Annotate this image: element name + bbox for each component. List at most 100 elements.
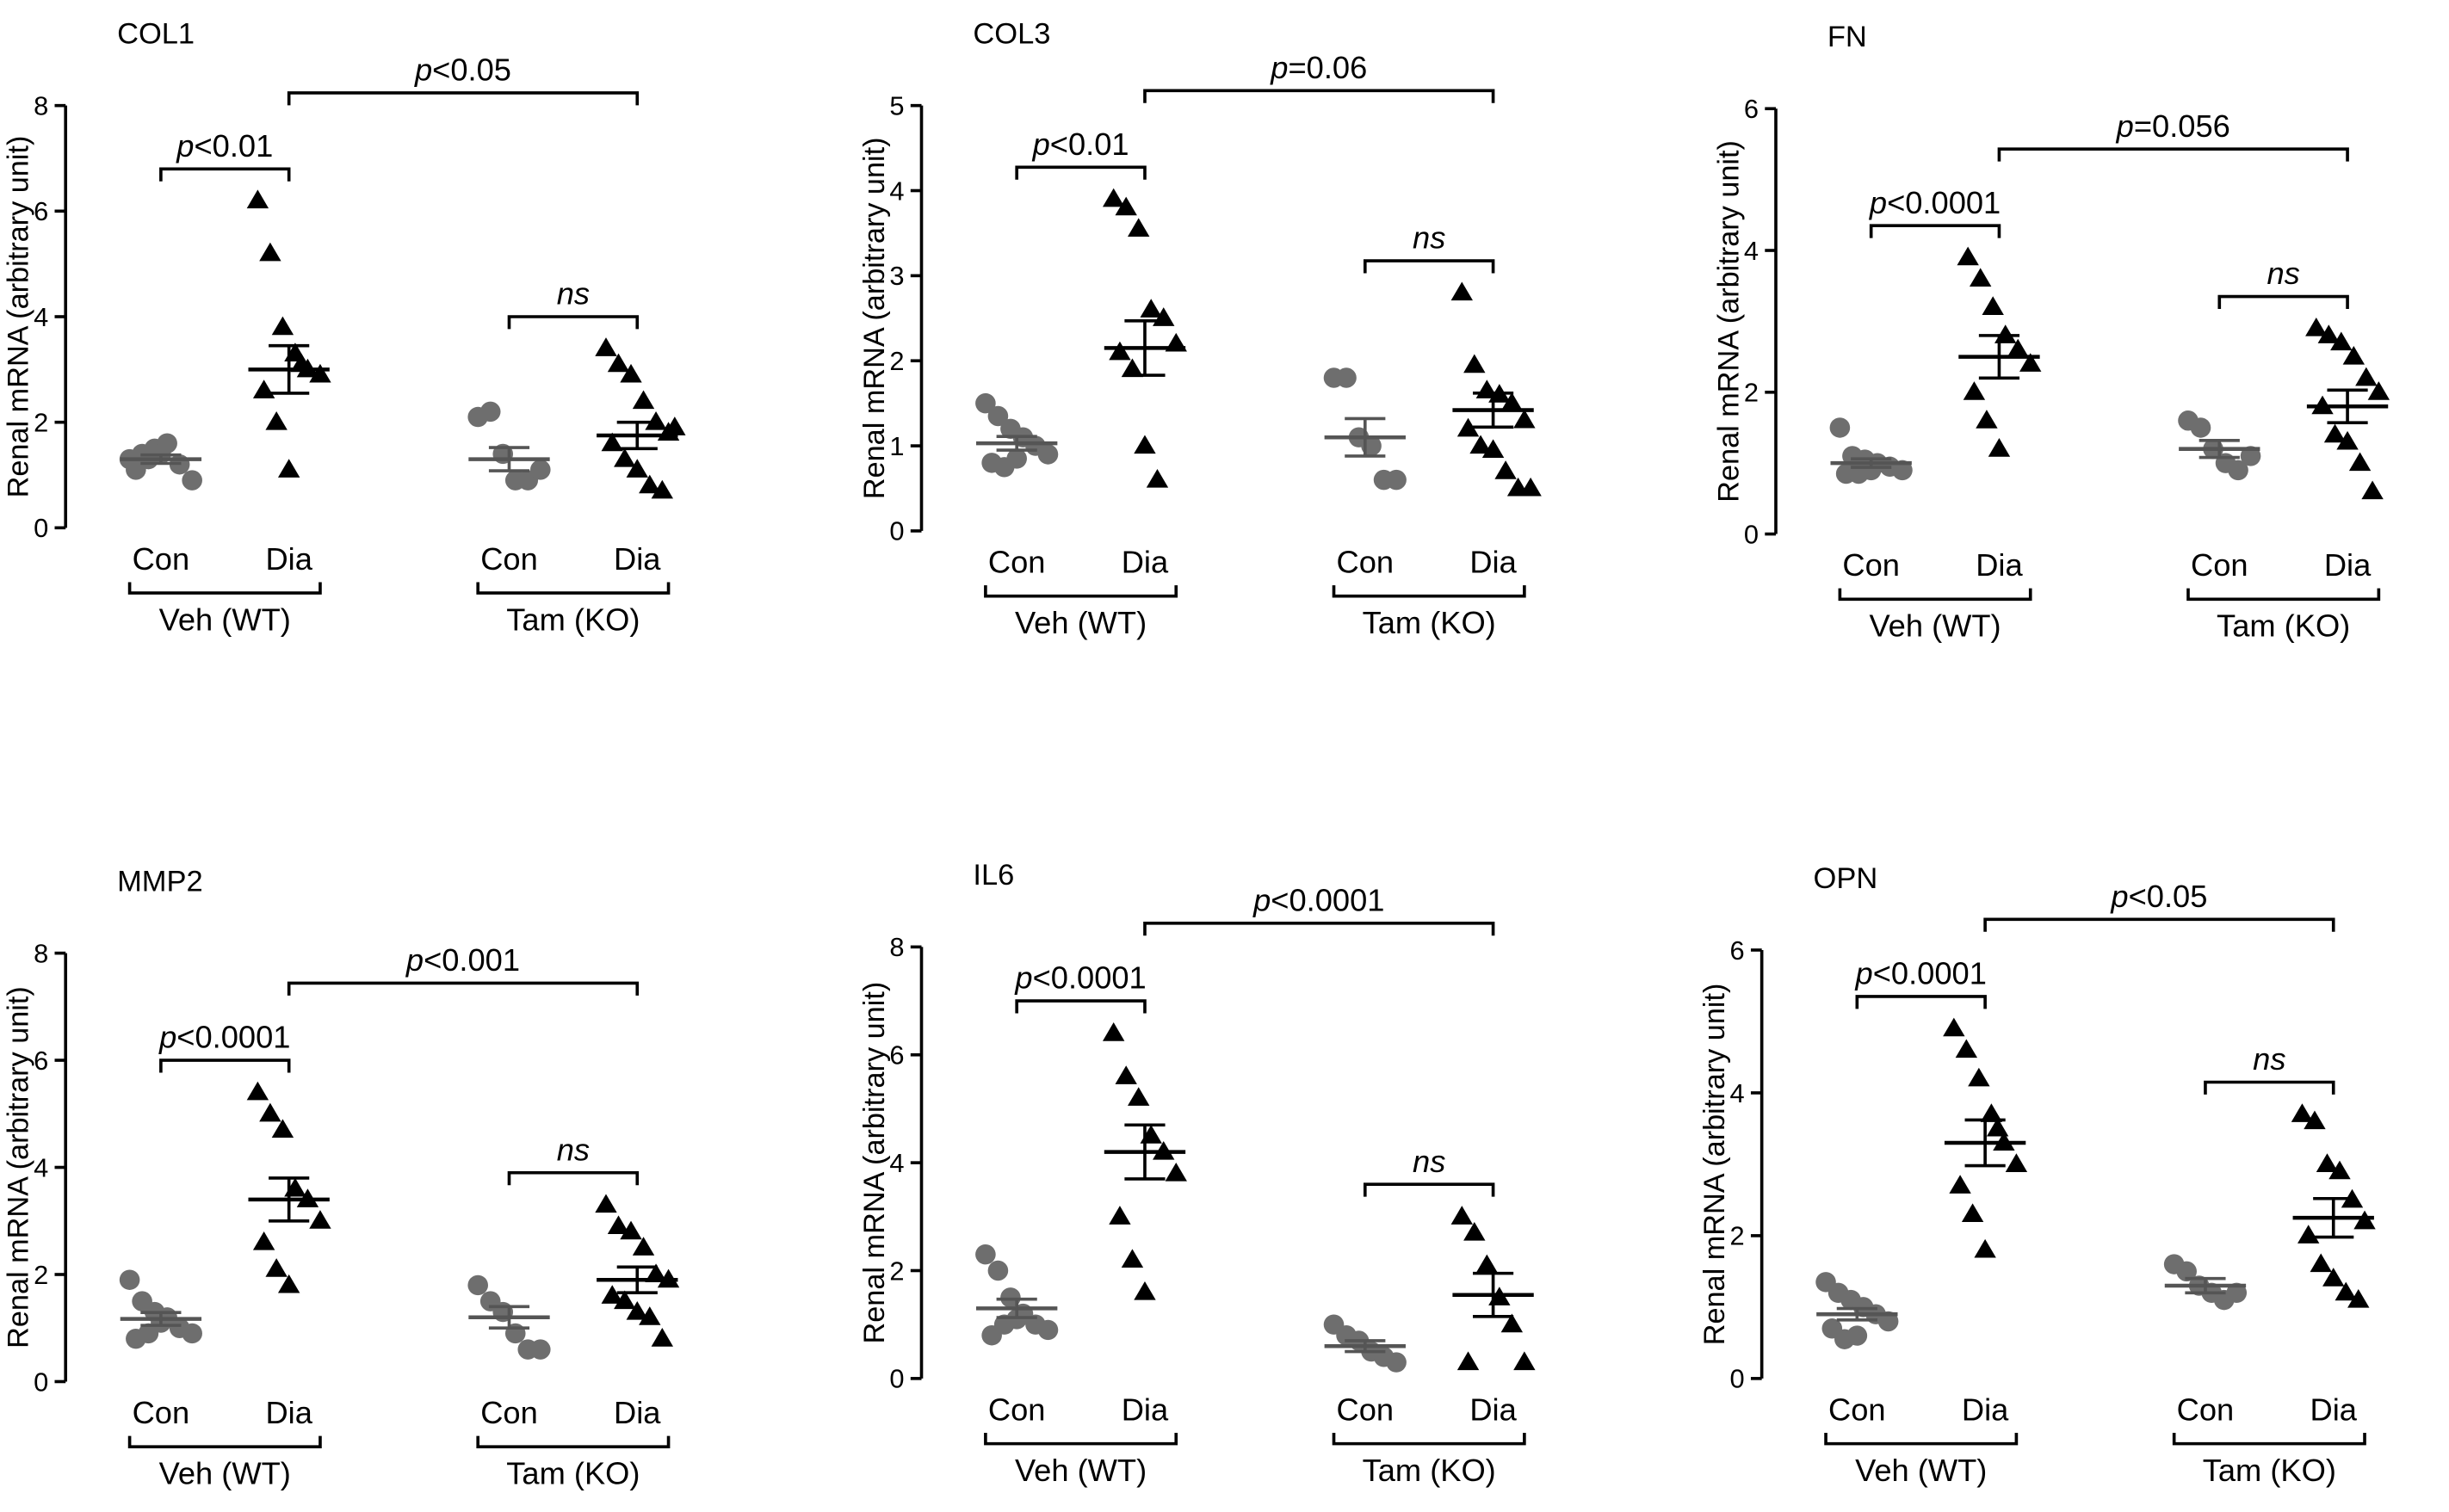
sem-bar [140,1311,182,1327]
sem-bar [1472,391,1514,429]
comparison-label: p<0.01 [176,128,273,164]
y-tick-label: 0 [34,513,48,543]
data-point [529,460,551,480]
y-tick-label: 0 [1730,1364,1745,1394]
data-point [1982,296,2004,315]
y-tick-label: 6 [34,196,48,226]
data-point [1146,468,1169,488]
category-label: Dia [614,541,661,577]
category-label: Con [1337,545,1395,580]
y-tick-label: 6 [1744,94,1759,124]
data-point [246,189,269,209]
data-point [119,1269,140,1290]
data-point [1500,392,1524,411]
y-tick-label: 8 [34,939,48,969]
data-point [182,470,202,491]
data-point [1128,1087,1150,1106]
sem-bar [616,420,658,451]
comparison-label: ns [1413,220,1445,256]
group-bracket [2172,1433,2366,1446]
data-point [277,459,300,478]
y-axis-label: Renal mRNA (arbitrary unit) [1712,140,1745,503]
comparison-label: p<0.05 [2110,879,2207,914]
panel-title: FN [1827,21,1867,53]
sem-bar [1836,1306,1877,1322]
y-axis-label: Renal mRNA (arbitrary unit) [858,982,891,1344]
data-point [651,479,674,499]
comparison-bracket [507,1170,640,1186]
comparison-label: p<0.0001 [1869,185,2001,220]
data-point [645,1263,667,1283]
y-tick-label: 4 [34,1152,48,1182]
group-label: Tam (KO) [2217,608,2350,644]
data-point [601,1285,623,1304]
group-label: Veh (WT) [1015,605,1147,640]
data-point [987,1260,1009,1281]
sem-bar [488,446,530,472]
y-tick-label: 4 [889,176,904,206]
y-tick-label: 4 [889,1148,904,1178]
data-point [1961,1203,1984,1223]
sem-bar [1345,1339,1386,1354]
comparison-label: p<0.0001 [1252,882,1384,917]
data-point [259,1102,281,1122]
data-point [2005,1153,2028,1172]
group-bracket [984,585,1178,598]
group-label: Veh (WT) [159,1456,291,1491]
data-point [277,1274,300,1293]
data-point [639,474,661,494]
y-tick-label: 6 [34,1046,48,1076]
panel-title: IL6 [973,859,1014,892]
sem-bar [996,1297,1037,1319]
data-point [1500,1313,1524,1333]
data-point [1892,460,1913,481]
sem-bar [140,453,182,466]
category-label: Dia [265,1395,312,1430]
category-label: Dia [614,1395,661,1430]
y-tick-label: 4 [1730,1078,1745,1108]
data-point [271,1119,294,1138]
data-point [1986,1117,2009,1137]
data-point [252,1231,275,1250]
data-point [664,417,686,435]
group-label: Veh (WT) [159,602,291,637]
data-point [1037,444,1059,465]
comparison-bracket [159,1058,291,1073]
comparison-bracket [159,167,291,182]
data-point [2305,318,2328,336]
data-point [620,1220,642,1240]
comparison-bracket [1143,89,1495,103]
y-tick-label: 2 [1730,1221,1745,1251]
comparison-label: p<0.0001 [158,1020,290,1055]
data-point [1450,281,1473,301]
data-point [1988,438,2011,457]
data-point [1968,1067,1990,1087]
y-tick-label: 0 [889,1364,904,1394]
sem-bar [1124,1123,1166,1181]
data-point [2317,324,2340,343]
data-point [1037,1319,1059,1341]
sem-bar [1964,1118,2006,1168]
group-bracket [1838,588,2032,602]
group-bracket [984,1433,1178,1446]
data-point [1456,1351,1480,1371]
data-point [1456,417,1480,437]
comparison-bracket [1015,165,1147,180]
y-tick-label: 2 [889,346,904,376]
data-point [975,1244,996,1265]
data-point [2176,1261,2197,1282]
sem-bar [616,1265,658,1294]
data-point [1134,435,1156,454]
data-point [651,1328,674,1347]
group-label: Tam (KO) [1363,605,1496,640]
data-point [467,1274,489,1296]
group-bracket [2186,588,2381,602]
y-tick-label: 0 [1744,519,1759,549]
data-point [1463,1221,1486,1241]
data-point [1102,188,1125,207]
data-point [2316,1153,2339,1172]
data-point [1469,435,1492,454]
y-axis-label: Renal mRNA (arbitrary unit) [1698,984,1731,1346]
data-point [626,1300,648,1320]
data-point [2353,1210,2376,1230]
